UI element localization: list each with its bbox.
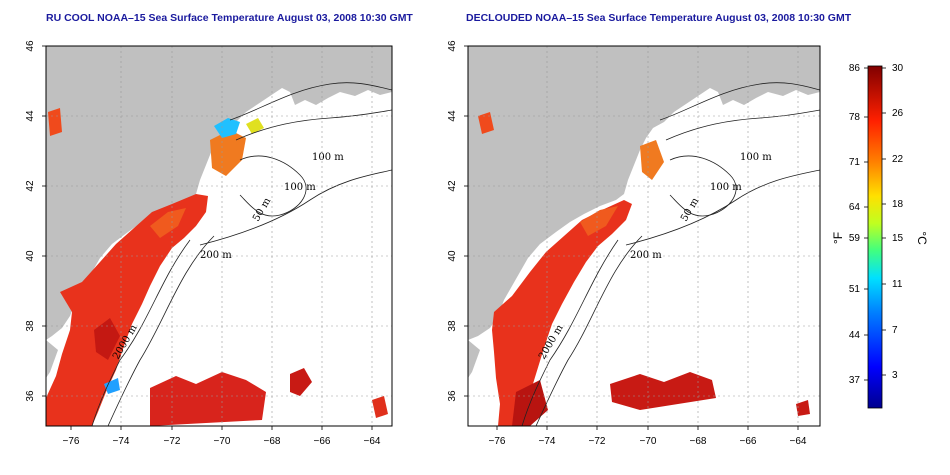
celsius-tick: 22: [892, 154, 904, 165]
sst-south-patch-2: [290, 368, 312, 396]
y-tick-label: 38: [447, 320, 458, 332]
celsius-tick: 18: [892, 199, 904, 210]
y-tick-label: 42: [447, 180, 458, 192]
y-tick-label: 46: [25, 40, 36, 52]
fahrenheit-tick: 51: [849, 284, 861, 295]
x-tick-label: −76: [489, 436, 506, 447]
x-tick-label: −72: [164, 436, 181, 447]
x-tick-label: −74: [539, 436, 556, 447]
x-tick-label: −64: [790, 436, 807, 447]
left-y-tick-labels: 46 44 42 40 38 36: [25, 40, 36, 402]
celsius-tick-labels: 30 26 22 18 15 11 7 3: [892, 63, 904, 381]
celsius-tick: 26: [892, 108, 904, 119]
sst-south-patch: [150, 372, 266, 426]
right-map-title: DECLOUDED NOAA–15 Sea Surface Temperatur…: [466, 12, 852, 24]
sst-gulf-patch: [210, 130, 246, 176]
left-x-tick-labels: −76 −74 −72 −70 −68 −66 −64: [63, 436, 381, 447]
contour-label-200m: 200 m: [630, 250, 662, 261]
celsius-tick: 11: [892, 279, 903, 290]
x-tick-label: −70: [640, 436, 657, 447]
contour-label-100m-a: 100 m: [740, 152, 772, 163]
x-tick-label: −66: [314, 436, 331, 447]
contour-label-100m-b: 100 m: [710, 182, 742, 193]
left-map-frame: [45, 45, 393, 427]
y-tick-label: 42: [25, 180, 36, 192]
left-map-panel: 100 m 100 m 50 m 200 m 2000 m −76 −74 −7…: [25, 40, 393, 447]
fahrenheit-tick: 64: [849, 202, 861, 213]
y-tick-label: 38: [25, 320, 36, 332]
y-tick-label: 40: [447, 250, 458, 262]
right-axis-ticks: [464, 45, 799, 430]
bathymetry-contours: [91, 82, 392, 426]
right-x-tick-labels: −76 −74 −72 −70 −68 −66 −64: [489, 436, 807, 447]
y-tick-label: 46: [447, 40, 458, 52]
graticule: [46, 46, 392, 426]
x-tick-label: −72: [589, 436, 606, 447]
sst-south-patch-2: [796, 400, 810, 416]
sst-yellow-patch: [246, 118, 264, 134]
sst-dark-patch: [94, 318, 120, 360]
fahrenheit-tick: 37: [849, 375, 861, 386]
fahrenheit-tick: 86: [849, 63, 861, 74]
sst-orange-patch: [580, 206, 618, 236]
sst-warm-swath: [46, 194, 208, 426]
fahrenheit-axis-label: °F: [831, 232, 845, 244]
fahrenheit-tick-labels: 86 78 71 64 59 51 44 37: [849, 63, 861, 386]
celsius-tick: 15: [892, 233, 904, 244]
x-tick-label: −68: [264, 436, 281, 447]
land-mass-south: [46, 340, 58, 378]
land-mass-south: [468, 340, 480, 378]
land-mass: [46, 46, 392, 340]
celsius-axis-label: °C: [915, 231, 929, 245]
x-tick-label: −70: [214, 436, 231, 447]
sst-cool-patch: [214, 118, 240, 138]
left-axis-ticks: [42, 45, 373, 430]
y-tick-label: 44: [25, 110, 36, 122]
sst-north-patch: [48, 108, 62, 136]
sst-blue-patch: [104, 378, 120, 394]
x-tick-label: −74: [113, 436, 130, 447]
y-tick-label: 44: [447, 110, 458, 122]
sst-north-patch: [478, 112, 494, 134]
celsius-tick: 3: [892, 370, 898, 381]
y-tick-label: 36: [25, 390, 36, 402]
right-y-tick-labels: 46 44 42 40 38 36: [447, 40, 458, 402]
y-tick-label: 36: [447, 390, 458, 402]
fahrenheit-tick: 78: [849, 112, 861, 123]
celsius-tick: 30: [892, 63, 904, 74]
colorbar-ticks: [864, 67, 886, 381]
sst-south-patch: [610, 372, 716, 410]
temperature-colorbar: 86 78 71 64 59 51 44 37 30 26 22 18 15 1…: [831, 63, 929, 409]
right-map-frame: [467, 45, 821, 427]
fahrenheit-tick: 71: [849, 157, 861, 168]
colorbar-gradient: [867, 65, 883, 409]
contour-label-100m-b: 100 m: [284, 182, 316, 193]
x-tick-label: −68: [690, 436, 707, 447]
contour-label-100m-a: 100 m: [312, 152, 344, 163]
left-map-title: RU COOL NOAA–15 Sea Surface Temperature …: [46, 12, 413, 24]
x-tick-label: −76: [63, 436, 80, 447]
graticule: [468, 46, 820, 426]
celsius-tick: 7: [892, 325, 898, 336]
right-map-panel: 100 m 100 m 50 m 200 m 2000 m −76 −74 −7…: [447, 40, 821, 447]
sst-orange-patch: [150, 208, 186, 238]
x-tick-label: −66: [740, 436, 757, 447]
contour-label-200m: 200 m: [200, 250, 232, 261]
sst-warm-swath: [492, 200, 632, 426]
sst-gulf-patch: [640, 140, 664, 180]
y-tick-label: 40: [25, 250, 36, 262]
land-mass: [468, 46, 820, 340]
fahrenheit-tick: 44: [849, 330, 861, 341]
x-tick-label: −64: [364, 436, 381, 447]
sst-south-patch-3: [372, 396, 388, 418]
fahrenheit-tick: 59: [849, 233, 861, 244]
